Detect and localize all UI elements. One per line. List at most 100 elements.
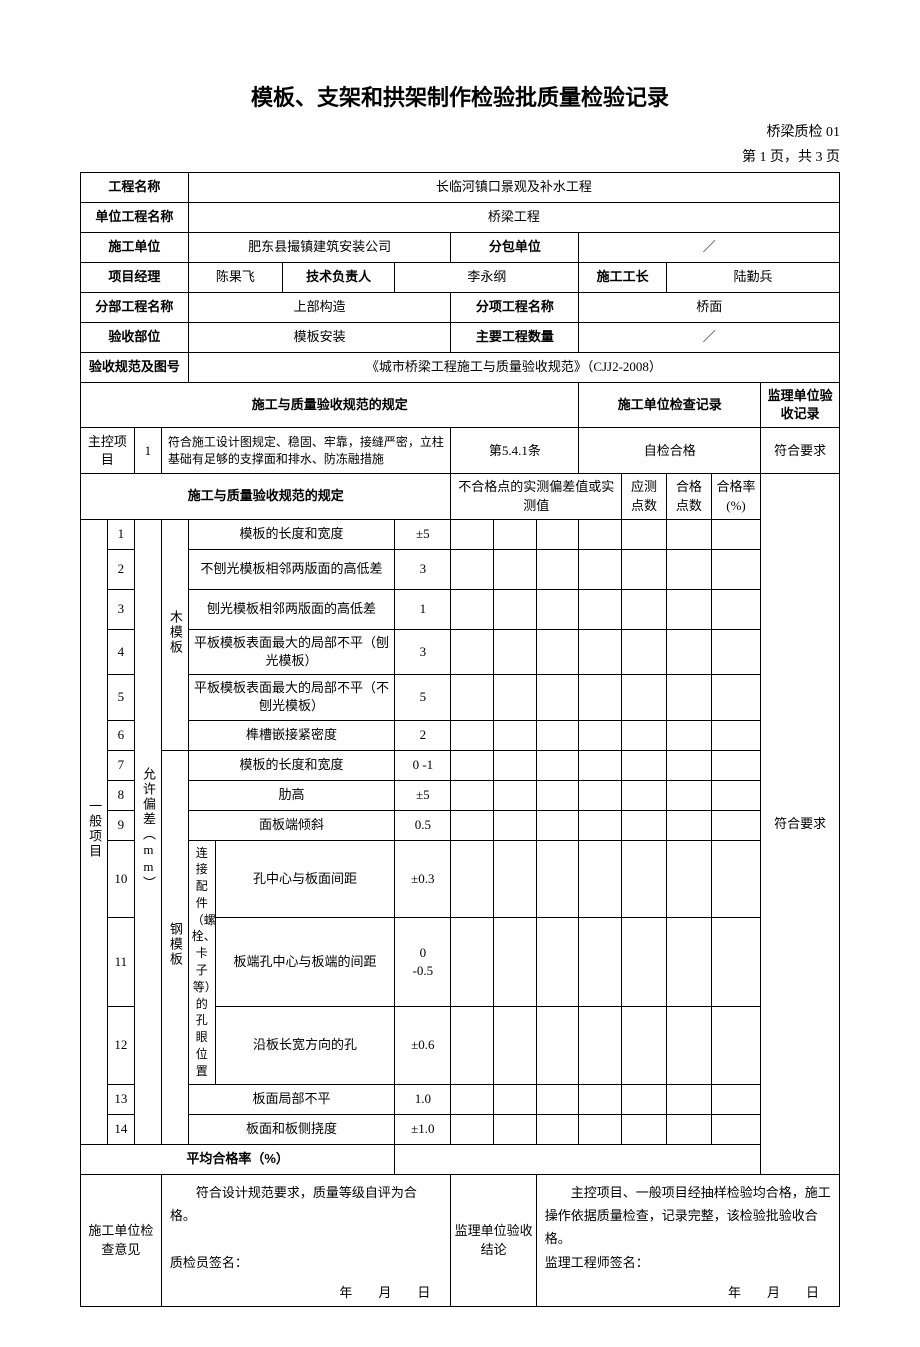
c [579, 519, 622, 549]
label-nonconform: 不合格点的实测偏差值或实测值 [451, 474, 622, 519]
label-pass-rate: 合格率(%) [711, 474, 760, 519]
val-main-qty: ／ [579, 323, 840, 353]
page-info: 第 1 页，共 3 页 [80, 147, 840, 168]
opinion-text: 符合设计规范要求，质量等级自评为合格。 质检员签名： [161, 1174, 451, 1280]
val-subpart: 上部构造 [188, 293, 451, 323]
label-spec-rule: 施工与质量验收规范的规定 [81, 383, 579, 428]
c [494, 519, 537, 549]
label-spec-rule2: 施工与质量验收规范的规定 [81, 474, 451, 519]
gi-9-n: 9 [107, 810, 134, 840]
gi-3-tol: 1 [395, 589, 451, 629]
main-table: 工程名称 长临河镇口景观及补水工程 单位工程名称 桥梁工程 施工单位 肥东县撮镇… [80, 172, 840, 1307]
gi-4-tol: 3 [395, 629, 451, 674]
val-accept-part: 模板安装 [188, 323, 451, 353]
gi-11-sub: 板端孔中心与板端的间距 [215, 918, 395, 1006]
gi-10-tol: ±0.3 [395, 840, 451, 918]
gi-4-n: 4 [107, 629, 134, 674]
gi-6-name: 榫槽嵌接紧密度 [188, 720, 395, 750]
c [536, 519, 579, 549]
gi-3-name: 刨光模板相邻两版面的高低差 [188, 589, 395, 629]
val-proj-mgr: 陈果飞 [188, 263, 282, 293]
label-main-qty: 主要工程数量 [451, 323, 579, 353]
master-supv: 符合要求 [761, 428, 840, 474]
label-wood: 木模板 [161, 519, 188, 750]
gi-9-name: 面板端倾斜 [188, 810, 395, 840]
label-allow-dev: 允许偏差（mm） [134, 519, 161, 1144]
gi-1-name: 模板的长度和宽度 [188, 519, 395, 549]
c [666, 519, 711, 549]
label-supv-conclusion: 监理单位验收结论 [451, 1174, 536, 1307]
gi-5-name: 平板模板表面最大的局部不平（不刨光模板） [188, 675, 395, 720]
label-unit-proj: 单位工程名称 [81, 203, 189, 233]
gi-7-name: 模板的长度和宽度 [188, 750, 395, 780]
gi-13-tol: 1.0 [395, 1084, 451, 1114]
label-pass-pts: 合格点数 [666, 474, 711, 519]
val-subcontract: ／ [579, 233, 840, 263]
gi-2-n: 2 [107, 549, 134, 589]
label-unit-check: 施工单位检查记录 [579, 383, 761, 428]
gi-12-sub: 沿板长宽方向的孔 [215, 1006, 395, 1084]
master-num: 1 [134, 428, 161, 474]
gi-10-n: 10 [107, 840, 134, 918]
label-subcontract: 分包单位 [451, 233, 579, 263]
conclusion-date: 年 月 日 [536, 1280, 839, 1307]
opinion-date: 年 月 日 [161, 1280, 451, 1307]
gi-4-name: 平板模板表面最大的局部不平（刨光模板） [188, 629, 395, 674]
gi-8-n: 8 [107, 780, 134, 810]
label-avg-pass: 平均合格率（%） [81, 1144, 395, 1174]
gi-5-tol: 5 [395, 675, 451, 720]
label-accept-part: 验收部位 [81, 323, 189, 353]
gi-5-n: 5 [107, 675, 134, 720]
gi-6-tol: 2 [395, 720, 451, 750]
master-result: 自检合格 [579, 428, 761, 474]
gi-1-tol: ±5 [395, 519, 451, 549]
val-unit-proj: 桥梁工程 [188, 203, 839, 233]
gi-9-tol: 0.5 [395, 810, 451, 840]
label-spec-drawing: 验收规范及图号 [81, 353, 189, 383]
label-supv-record: 监理单位验收记录 [761, 383, 840, 428]
gi-14-tol: ±1.0 [395, 1114, 451, 1144]
val-constr-unit: 肥东县撮镇建筑安装公司 [188, 233, 451, 263]
gi-7-tol: 0 -1 [395, 750, 451, 780]
gi-6-n: 6 [107, 720, 134, 750]
label-subitem: 分项工程名称 [451, 293, 579, 323]
val-foreman: 陆勤兵 [666, 263, 839, 293]
c [711, 519, 760, 549]
label-should-pts: 应测点数 [622, 474, 667, 519]
master-clause: 第5.4.1条 [451, 428, 579, 474]
label-unit-opinion: 施工单位检查意见 [81, 1174, 162, 1307]
label-foreman: 施工工长 [579, 263, 667, 293]
avg-pass-val [395, 1144, 761, 1174]
label-steel: 钢模板 [161, 750, 188, 1144]
gi-12-n: 12 [107, 1006, 134, 1084]
doc-title: 模板、支架和拱架制作检验批质量检验记录 [80, 80, 840, 112]
general-supv: 符合要求 [761, 474, 840, 1174]
label-subpart: 分部工程名称 [81, 293, 189, 323]
conclusion-text: 主控项目、一般项目经抽样检验均合格，施工操作依据质量检查，记录完整，该检验批验收… [536, 1174, 839, 1280]
gi-10-sub: 孔中心与板面间距 [215, 840, 395, 918]
label-conn-parts: 连接配件（螺栓、卡子等）的孔眼位置 [188, 840, 215, 1084]
master-desc: 符合施工设计图规定、稳固、牢靠，接缝严密，立柱基础有足够的支撑面和排水、防冻融措… [161, 428, 451, 474]
label-master-item: 主控项目 [81, 428, 135, 474]
gi-14-name: 板面和板侧挠度 [188, 1114, 395, 1144]
doc-code: 桥梁质检 01 [80, 122, 840, 143]
label-general-item: 一般项目 [81, 519, 108, 1144]
gi-8-tol: ±5 [395, 780, 451, 810]
label-proj-mgr: 项目经理 [81, 263, 189, 293]
gi-3-n: 3 [107, 589, 134, 629]
gi-11-tol: 0 -0.5 [395, 918, 451, 1006]
label-tech-lead: 技术负责人 [283, 263, 395, 293]
gi-13-n: 13 [107, 1084, 134, 1114]
gi-13-name: 板面局部不平 [188, 1084, 395, 1114]
val-spec-drawing: 《城市桥梁工程施工与质量验收规范》（CJJ2-2008） [188, 353, 839, 383]
label-constr-unit: 施工单位 [81, 233, 189, 263]
gi-12-tol: ±0.6 [395, 1006, 451, 1084]
val-proj-name: 长临河镇口景观及补水工程 [188, 173, 839, 203]
val-tech-lead: 李永纲 [395, 263, 579, 293]
gi-14-n: 14 [107, 1114, 134, 1144]
gi-11-n: 11 [107, 918, 134, 1006]
val-subitem: 桥面 [579, 293, 840, 323]
c [451, 519, 494, 549]
gi-8-name: 肋高 [188, 780, 395, 810]
gi-2-name: 不刨光模板相邻两版面的高低差 [188, 549, 395, 589]
